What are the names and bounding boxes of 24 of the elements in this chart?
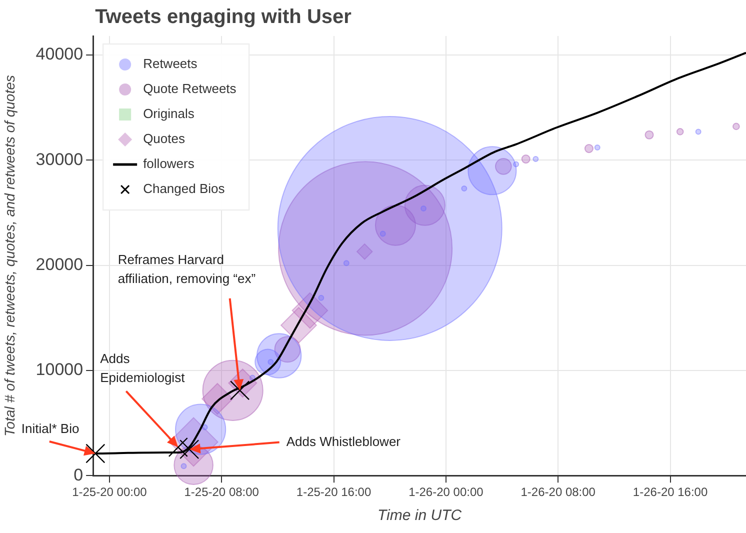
annotation: Adds Whistleblower	[286, 434, 402, 449]
y-tick-label: 40000	[36, 44, 84, 64]
y-tick-label: 0	[74, 465, 84, 484]
y-tick-label: 30000	[36, 150, 84, 169]
y-axis-title: Total # of tweets, retweets, quotes, and retweets of quotes	[1, 75, 18, 436]
x-tick-label: 1-26-20 16:00	[632, 485, 708, 500]
y-tick-label: 20000	[36, 254, 84, 274]
legend-label: Originals	[143, 106, 195, 122]
y-tick-label: 10000	[36, 360, 84, 380]
x-tick-label: 1-25-20 16:00	[296, 485, 372, 500]
x-axis-title: Time in UTC	[378, 507, 462, 524]
annotation: Adds Epidemiologist	[100, 350, 186, 385]
annotation: Reframes Harvard affiliation, removing “ex”	[118, 252, 256, 286]
annotation: Initial* Bio	[21, 421, 80, 436]
legend-label: Changed Bios	[143, 181, 226, 196]
legend-label: Quote Retweets	[143, 81, 237, 96]
legend-label: Retweets	[143, 56, 198, 72]
chart-title: Tweets engaging with User	[95, 6, 352, 28]
x-tick-label: 1-26-20 08:00	[520, 485, 596, 500]
legend-label: Quotes	[143, 131, 186, 146]
legend-label: followers	[143, 156, 195, 172]
x-tick-label: 1-25-20 00:00	[72, 485, 148, 500]
x-tick-label: 1-25-20 08:00	[184, 485, 260, 500]
x-tick-label: 1-26-20 00:00	[408, 485, 484, 500]
